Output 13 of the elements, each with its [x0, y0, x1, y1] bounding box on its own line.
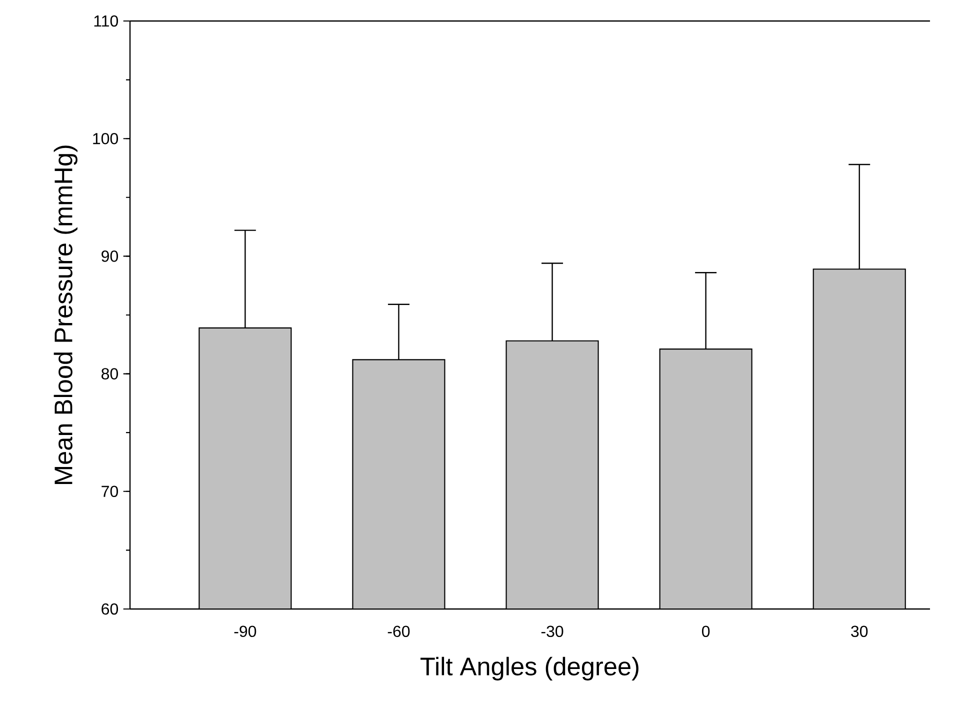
y-tick-label: 90 [102, 250, 118, 262]
y-tick-label: 70 [102, 486, 118, 498]
x-axis-title: Tilt Angles (degree) [420, 656, 638, 680]
y-axis-title: Mean Blood Pressure (mmHg) [54, 146, 78, 484]
y-tick-label: 110 [94, 15, 118, 27]
x-tick-label: -60 [388, 626, 410, 638]
x-tick-label: 30 [851, 626, 868, 638]
y-tick-label: 100 [93, 132, 118, 144]
x-tick-label: -90 [234, 626, 256, 638]
x-tick-label: 0 [702, 626, 710, 638]
y-tick-label: 80 [102, 368, 118, 380]
y-tick-label: 60 [102, 603, 118, 615]
x-tick-label: -30 [541, 626, 564, 638]
